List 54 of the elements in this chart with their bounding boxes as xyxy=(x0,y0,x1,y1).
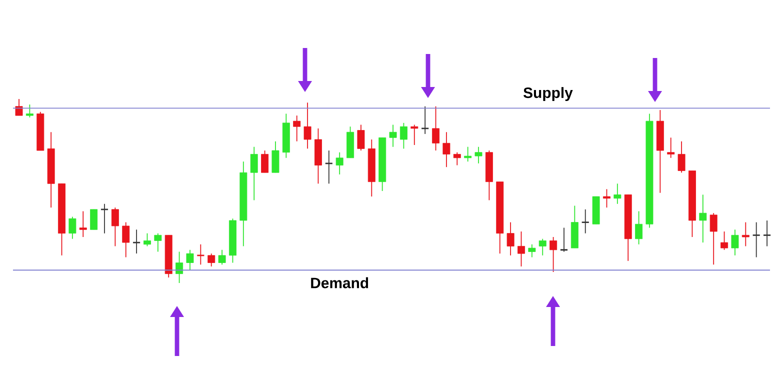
candlestick xyxy=(506,222,514,256)
candlestick xyxy=(581,208,590,234)
candlestick xyxy=(208,253,216,267)
candlestick xyxy=(550,236,558,272)
candlestick xyxy=(68,216,76,240)
candlestick xyxy=(635,210,643,245)
candlestick xyxy=(538,238,546,256)
candlestick xyxy=(357,124,365,151)
candlestick xyxy=(464,146,472,162)
candlestick xyxy=(304,102,312,150)
candlestick xyxy=(250,146,258,201)
candlestick xyxy=(100,203,109,234)
candlestick xyxy=(186,249,194,271)
candlestick xyxy=(26,104,34,118)
candlestick xyxy=(528,244,536,258)
candlestick xyxy=(111,207,119,247)
candlestick xyxy=(432,106,440,151)
candlestick xyxy=(293,115,301,142)
candlestick xyxy=(15,98,23,116)
candlestick xyxy=(324,150,334,184)
candlestick xyxy=(453,152,461,166)
candlestick xyxy=(389,124,397,148)
candlestick xyxy=(752,222,761,258)
candlestick xyxy=(196,244,205,266)
candlestick xyxy=(90,208,98,230)
candlestick xyxy=(420,106,430,134)
candlestick xyxy=(603,188,610,208)
candlestick xyxy=(400,122,408,150)
candlestick xyxy=(218,249,226,266)
candlestick xyxy=(410,124,418,146)
ref-line-label: Supply xyxy=(523,87,573,102)
candlestick xyxy=(720,231,728,250)
candlestick xyxy=(614,183,622,204)
candlestick xyxy=(731,229,739,256)
candlestick xyxy=(742,222,750,247)
candlestick xyxy=(176,251,184,284)
candlestick xyxy=(122,222,130,258)
candlestick xyxy=(336,152,344,175)
candlestick xyxy=(144,232,151,247)
candlestick xyxy=(667,137,675,158)
candlestick xyxy=(699,194,707,243)
candlestick xyxy=(518,231,525,267)
candlestick xyxy=(678,140,686,174)
candlestick xyxy=(79,210,87,238)
candlestick xyxy=(132,229,141,254)
ref-line-label: Demand xyxy=(311,277,368,288)
candlestick xyxy=(154,232,162,252)
candlestick xyxy=(762,220,772,247)
candlestick xyxy=(474,146,482,164)
candlestick xyxy=(560,227,568,252)
candlestick xyxy=(261,150,269,174)
candlestick xyxy=(710,212,718,266)
candlestick xyxy=(442,132,450,168)
candlestick xyxy=(272,140,280,174)
